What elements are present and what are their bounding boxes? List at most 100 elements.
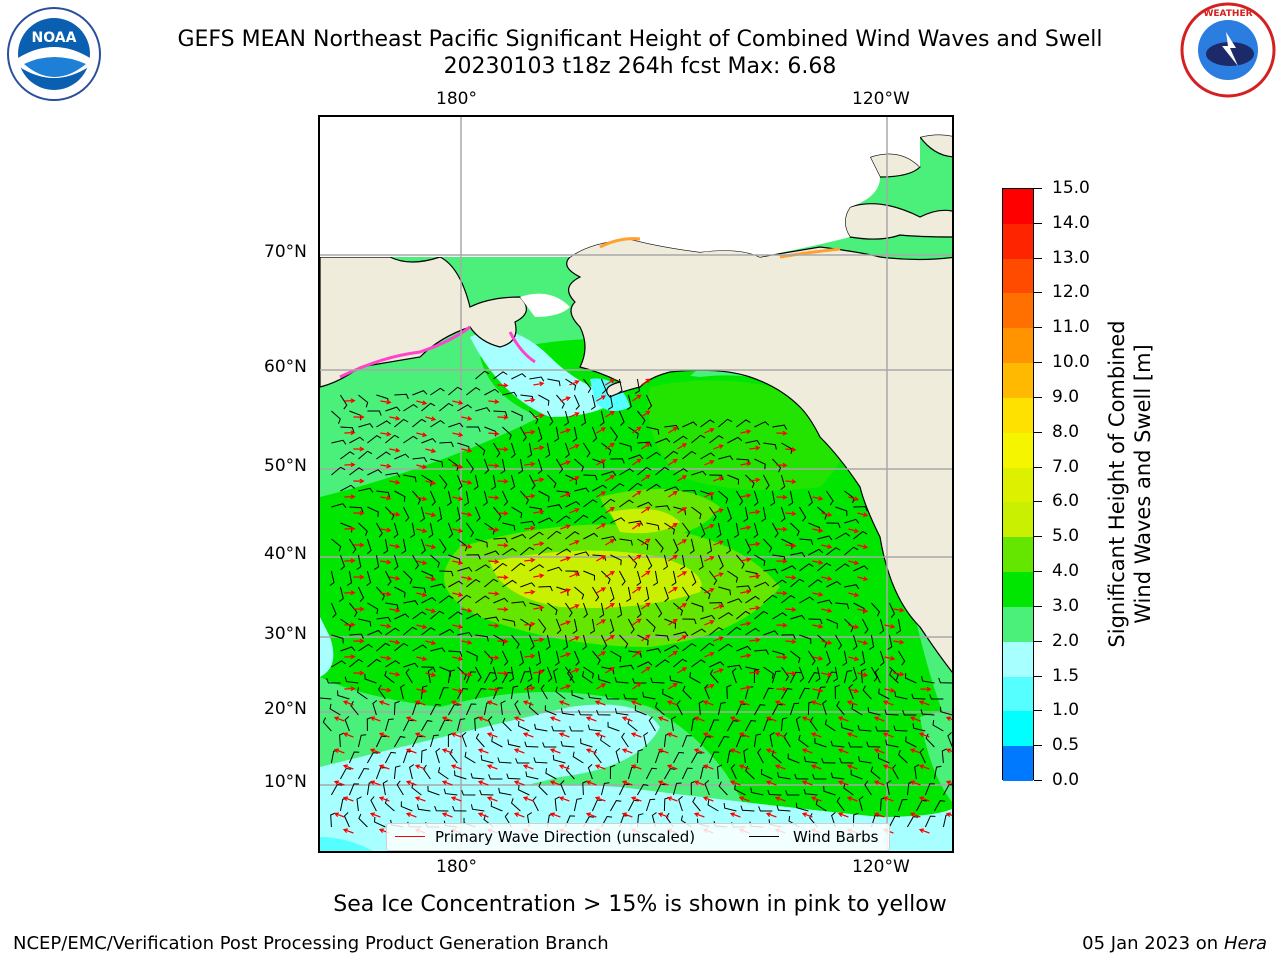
wave-direction-arrow — [668, 458, 678, 466]
wind-barb — [339, 394, 348, 410]
wind-barb — [745, 595, 760, 604]
wind-barb — [376, 586, 385, 601]
wind-barb — [525, 771, 539, 780]
wind-barb — [556, 394, 565, 409]
wind-barb — [356, 554, 362, 570]
wind-barb — [790, 578, 805, 588]
wave-direction-arrow — [785, 543, 797, 549]
wind-barb — [911, 693, 926, 700]
wind-barb — [582, 442, 591, 458]
wind-barb — [366, 538, 372, 554]
wave-direction-arrow — [605, 379, 615, 386]
wave-direction-arrow — [369, 716, 381, 722]
wind-barb — [358, 487, 374, 493]
wind-barb — [718, 643, 733, 652]
wind-barb — [780, 717, 788, 732]
wave-direction-arrow — [524, 557, 536, 563]
wind-barb — [394, 453, 410, 460]
wind-barb — [403, 570, 413, 585]
wind-barb — [718, 455, 734, 461]
wind-barb — [583, 570, 596, 581]
wind-barb — [646, 648, 662, 654]
wind-barb — [938, 677, 952, 684]
wind-barb — [502, 522, 516, 531]
wind-barb — [356, 687, 368, 700]
wind-barb — [358, 423, 374, 428]
wave-direction-arrow — [533, 477, 545, 483]
wave-direction-arrow — [657, 748, 669, 754]
wave-direction-arrow — [657, 780, 669, 786]
wind-barb — [421, 474, 433, 487]
wind-barb — [780, 688, 793, 700]
wave-direction-arrow — [558, 732, 570, 738]
wind-barb — [448, 580, 464, 588]
wind-barb — [582, 634, 587, 650]
wind-barb — [537, 669, 545, 684]
wave-direction-arrow — [425, 544, 437, 550]
wind-barb — [457, 594, 472, 604]
wave-direction-arrow — [749, 541, 761, 547]
wind-barb — [754, 421, 770, 428]
wind-barb — [555, 686, 566, 700]
wind-barb — [401, 538, 407, 554]
wind-barb — [619, 499, 634, 508]
wind-barb — [449, 749, 458, 764]
wind-barb — [753, 522, 759, 538]
lat-label-10n: 10°N — [264, 772, 307, 792]
wave-direction-arrow — [389, 447, 401, 453]
wind-barb — [488, 774, 503, 780]
wind-barb — [589, 618, 596, 634]
wind-barb — [475, 733, 485, 748]
wind-barb — [511, 373, 527, 380]
wave-direction-arrow — [405, 812, 417, 818]
wind-barb — [349, 658, 364, 668]
wind-barb — [825, 490, 834, 506]
colorbar-tick-label: 9.0 — [1052, 386, 1080, 407]
wind-barb — [421, 627, 436, 636]
wind-barb — [375, 522, 383, 538]
wind-barb — [546, 410, 554, 426]
wind-barb — [709, 626, 724, 636]
wind-barb — [754, 610, 769, 620]
wave-direction-arrow — [605, 475, 615, 482]
wind-barb — [769, 732, 775, 748]
wave-direction-arrow — [380, 431, 392, 437]
wind-barb — [331, 660, 346, 668]
wind-barb — [344, 716, 350, 732]
wind-barb — [565, 531, 580, 540]
wave-direction-arrow — [605, 443, 615, 450]
wind-barb — [583, 378, 592, 393]
colorbar-tick — [1034, 536, 1042, 538]
wave-direction-arrow — [873, 748, 885, 754]
wind-barb — [527, 666, 533, 682]
wind-barb — [600, 378, 607, 394]
wind-barb — [808, 618, 823, 625]
wind-barb — [384, 718, 394, 732]
wave-direction-arrow — [693, 812, 705, 818]
wind-barb — [583, 499, 598, 508]
wave-direction-arrow — [884, 687, 896, 693]
wind-barb — [547, 504, 563, 510]
wave-direction-arrow — [533, 605, 545, 611]
wind-barb — [833, 666, 839, 682]
wind-barb — [626, 586, 632, 602]
wind-barb — [652, 570, 659, 586]
wave-direction-arrow — [522, 764, 534, 770]
lat-label-60n: 60°N — [264, 357, 307, 377]
wave-direction-arrow — [909, 716, 921, 722]
wind-barb — [331, 466, 346, 476]
wave-direction-arrow — [560, 524, 571, 530]
wave-direction-arrow — [533, 413, 545, 419]
wind-barb — [400, 684, 405, 700]
wave-direction-arrow — [821, 544, 833, 549]
wind-barb — [546, 666, 553, 682]
wind-barb — [348, 783, 360, 796]
wave-direction-arrow — [812, 655, 824, 661]
wind-barb — [646, 483, 661, 492]
wave-direction-arrow — [702, 796, 714, 802]
lon-label-top-120w: 120°W — [852, 89, 910, 109]
map-subtitle: 20230103 t18z 264h fcst Max: 6.68 — [443, 54, 837, 79]
wind-barb — [506, 773, 521, 780]
wave-direction-arrow — [666, 732, 678, 738]
wind-barb — [726, 506, 732, 522]
